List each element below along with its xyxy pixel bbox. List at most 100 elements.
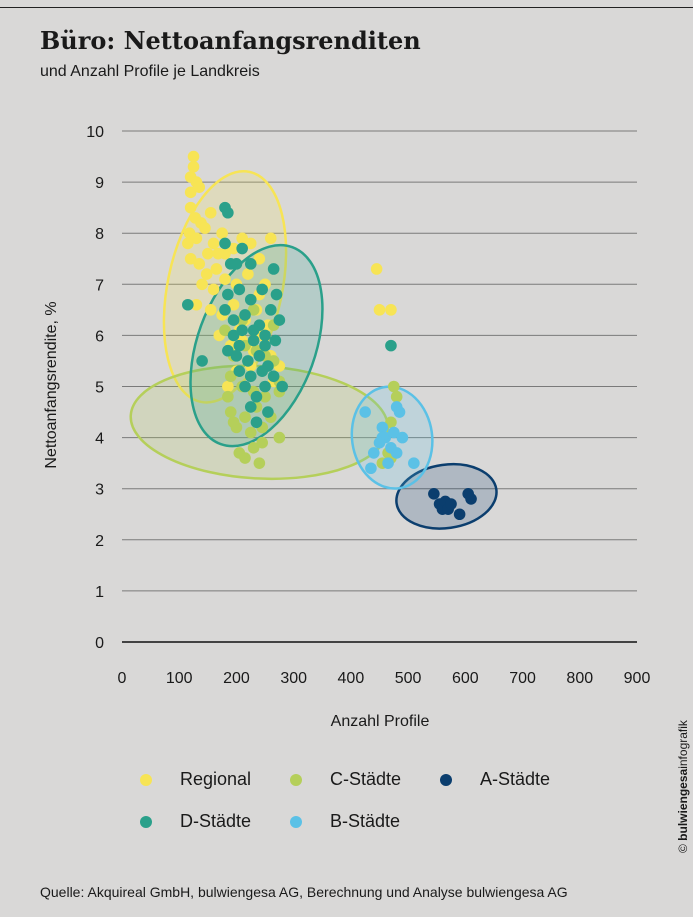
point-regional bbox=[182, 237, 194, 250]
point-b-staedte bbox=[359, 406, 371, 418]
point-d-staedte bbox=[259, 380, 271, 393]
point-d-staedte bbox=[227, 329, 240, 342]
y-tick-label: 10 bbox=[86, 124, 104, 141]
point-c-staedte bbox=[390, 390, 403, 403]
point-c-staedte bbox=[259, 390, 271, 403]
credit-line: © bulwiengesainfografik bbox=[676, 720, 690, 853]
point-d-staedte bbox=[385, 339, 397, 352]
point-b-staedte bbox=[382, 457, 394, 469]
point-regional bbox=[204, 206, 217, 219]
x-tick-label: 800 bbox=[566, 670, 593, 687]
point-b-staedte bbox=[365, 462, 377, 475]
point-c-staedte bbox=[256, 436, 268, 449]
point-d-staedte bbox=[236, 324, 248, 337]
point-d-staedte bbox=[264, 304, 277, 316]
point-d-staedte bbox=[222, 344, 234, 357]
point-c-staedte bbox=[224, 406, 237, 418]
point-c-staedte bbox=[219, 324, 231, 337]
legend-item-c-staedte: C-Städte bbox=[290, 769, 401, 790]
legend-label: Regional bbox=[180, 769, 252, 789]
point-regional bbox=[373, 304, 386, 316]
point-regional bbox=[212, 247, 224, 260]
point-regional bbox=[190, 298, 203, 311]
point-regional bbox=[193, 181, 206, 194]
legend-swatch bbox=[290, 773, 302, 786]
y-tick-label: 1 bbox=[95, 584, 104, 601]
point-c-staedte bbox=[385, 416, 397, 429]
point-c-staedte bbox=[224, 370, 237, 383]
y-tick-label: 0 bbox=[95, 635, 104, 652]
legend-swatch bbox=[440, 773, 452, 786]
x-tick-label: 400 bbox=[338, 670, 365, 687]
point-a-staedte bbox=[428, 488, 440, 500]
y-axis-title: Nettoanfangsrendite, % bbox=[43, 301, 60, 468]
point-regional bbox=[204, 304, 217, 316]
point-c-staedte bbox=[247, 442, 260, 454]
legend-label: D-Städte bbox=[180, 811, 252, 831]
point-b-staedte bbox=[376, 421, 389, 434]
point-c-staedte bbox=[227, 416, 240, 429]
x-tick-label: 700 bbox=[509, 670, 536, 687]
x-tick-label: 200 bbox=[223, 670, 250, 687]
point-regional bbox=[187, 150, 200, 163]
x-tick-label: 900 bbox=[624, 670, 651, 687]
chart-subtitle: und Anzahl Profile je Landkreis bbox=[40, 63, 260, 80]
point-regional bbox=[244, 237, 257, 250]
point-regional bbox=[184, 252, 197, 265]
point-regional bbox=[264, 232, 277, 245]
point-d-staedte bbox=[269, 334, 282, 347]
point-c-staedte bbox=[244, 426, 257, 439]
top-rule bbox=[0, 7, 693, 8]
point-c-staedte bbox=[253, 457, 266, 469]
point-regional bbox=[227, 242, 240, 255]
legend-item-d-staedte: D-Städte bbox=[140, 811, 251, 832]
legend-item-regional: Regional bbox=[140, 769, 251, 790]
point-d-staedte bbox=[233, 283, 246, 296]
point-d-staedte bbox=[244, 293, 257, 306]
x-tick-label: 100 bbox=[166, 670, 193, 687]
point-b-staedte bbox=[388, 426, 400, 439]
point-regional bbox=[196, 278, 208, 291]
point-d-staedte bbox=[182, 298, 194, 311]
point-d-staedte bbox=[196, 355, 208, 367]
point-d-staedte bbox=[273, 314, 286, 326]
credit-prefix: © bbox=[676, 840, 690, 853]
point-regional bbox=[184, 186, 197, 199]
legend-swatch bbox=[140, 773, 152, 786]
point-b-staedte bbox=[393, 406, 406, 418]
y-tick-label: 6 bbox=[95, 328, 104, 345]
legend-item-b-staedte: B-Städte bbox=[290, 811, 400, 832]
point-a-staedte bbox=[445, 498, 457, 510]
point-d-staedte bbox=[219, 237, 231, 250]
point-d-staedte bbox=[239, 309, 251, 321]
point-d-staedte bbox=[242, 355, 254, 367]
point-regional bbox=[199, 222, 211, 234]
point-d-staedte bbox=[262, 406, 274, 418]
point-d-staedte bbox=[256, 365, 268, 377]
point-regional bbox=[202, 247, 214, 260]
point-c-staedte bbox=[222, 390, 234, 403]
point-d-staedte bbox=[250, 416, 263, 429]
point-a-staedte bbox=[465, 493, 477, 505]
point-regional bbox=[216, 227, 228, 239]
y-tick-label: 2 bbox=[95, 533, 104, 550]
point-c-staedte bbox=[273, 431, 286, 444]
x-tick-label: 300 bbox=[280, 670, 307, 687]
point-d-staedte bbox=[230, 350, 243, 362]
point-d-staedte bbox=[244, 401, 257, 413]
chart-title: Büro: Nettoanfangsrenditen bbox=[40, 26, 421, 55]
point-regional bbox=[207, 237, 220, 250]
point-regional bbox=[190, 232, 203, 245]
point-d-staedte bbox=[244, 370, 257, 383]
y-tick-label: 5 bbox=[95, 380, 104, 397]
point-c-staedte bbox=[247, 304, 260, 316]
credit-suffix: infografik bbox=[676, 720, 690, 769]
x-tick-label: 500 bbox=[395, 670, 422, 687]
point-d-staedte bbox=[233, 365, 246, 377]
point-b-staedte bbox=[367, 447, 380, 459]
point-c-staedte bbox=[239, 411, 251, 423]
legend-label: C-Städte bbox=[330, 769, 402, 789]
point-d-staedte bbox=[270, 288, 283, 301]
y-tick-label: 4 bbox=[95, 431, 104, 448]
